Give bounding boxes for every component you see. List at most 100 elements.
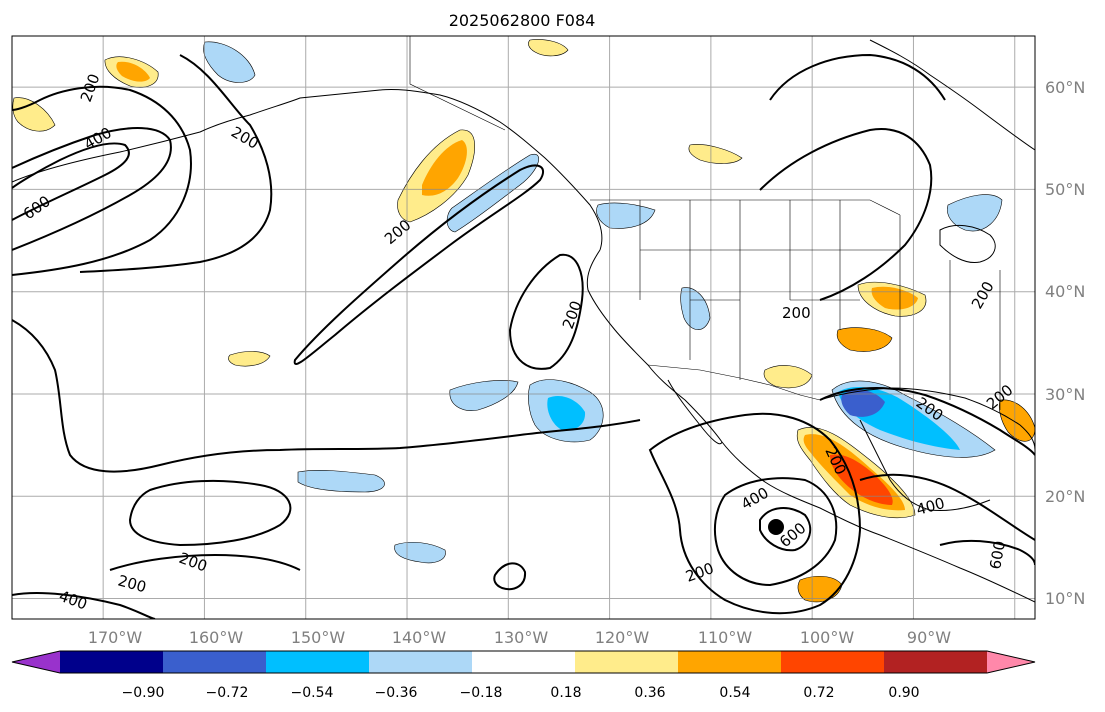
colorbar xyxy=(11,650,1036,674)
us-canada-border xyxy=(590,199,901,216)
lon-label-90w: 90°W xyxy=(907,628,951,647)
lat-lon-gridlines xyxy=(12,36,1035,619)
lat-label-40: 40°N xyxy=(1045,282,1085,301)
map-frame xyxy=(11,35,1036,620)
contour-label-200-l: 200 xyxy=(116,571,148,596)
lon-label-150w: 150°W xyxy=(291,628,346,647)
cb-tick-1: −0.72 xyxy=(206,685,249,701)
contour-label-400-b: 400 xyxy=(738,484,772,514)
contour-200-diagonal xyxy=(293,164,545,365)
cb-tick-0: −0.90 xyxy=(122,685,165,701)
lat-label-30: 30°N xyxy=(1045,385,1085,404)
cb-tick-4: −0.18 xyxy=(460,685,503,701)
positive-anomaly-blob-4 xyxy=(836,327,893,352)
negative-anomaly-blob-9 xyxy=(394,541,446,564)
positive-anomaly-blob-8 xyxy=(228,351,271,367)
colorbar-segment xyxy=(163,651,267,673)
contour-200-south xyxy=(128,479,292,547)
contour-200-central xyxy=(508,253,584,370)
lon-label-160w: 160°W xyxy=(189,628,244,647)
positive-anomaly-blob-1-core xyxy=(116,61,150,82)
map-title: 2025062800 F084 xyxy=(449,11,596,30)
contour-label-400-d: 400 xyxy=(57,587,90,614)
positive-anomaly-blob-6 xyxy=(763,365,813,389)
colorbar-segment xyxy=(266,651,370,673)
contour-400-southwest xyxy=(12,592,156,619)
contour-200-mexico xyxy=(648,412,862,615)
contour-label-200-e: 200 xyxy=(782,304,811,322)
contour-600-mexico xyxy=(759,507,812,552)
negative-anomaly-blob-8 xyxy=(947,194,1003,232)
lon-label-140w: 140°W xyxy=(392,628,447,647)
lon-label-110w: 110°W xyxy=(698,628,753,647)
colorbar-tick-labels: −0.90 −0.72 −0.54 −0.36 −0.18 0.18 0.36 … xyxy=(122,685,920,701)
negative-anomaly-blob-5 xyxy=(596,202,656,229)
colorbar-segment xyxy=(884,651,988,673)
alaska-coast xyxy=(12,89,603,251)
contour-label-600-c: 600 xyxy=(986,539,1009,570)
contour-label-400-c: 400 xyxy=(914,494,946,519)
shaded-fields xyxy=(12,39,1035,603)
contour-600-east xyxy=(939,539,1035,566)
contour-200-nw xyxy=(12,85,192,276)
positive-anomaly-blob-10 xyxy=(688,144,743,164)
positive-anomaly-blob-7 xyxy=(797,576,843,603)
us-mexico-border xyxy=(647,364,821,401)
cb-tick-6: 0.36 xyxy=(634,685,665,701)
lon-label-120w: 120°W xyxy=(595,628,650,647)
tropical-cyclone-marker xyxy=(768,519,784,535)
contour-label-200-a: 200 xyxy=(77,71,104,104)
political-borders xyxy=(409,36,1001,410)
positive-anomaly-blob-3-core xyxy=(871,286,918,310)
longitude-labels: 170°W 160°W 150°W 140°W 130°W 120°W 110°… xyxy=(88,628,951,647)
contour-label-600-a: 600 xyxy=(20,192,54,223)
cb-tick-5: 0.18 xyxy=(550,685,581,701)
colorbar-segment xyxy=(575,651,679,673)
contour-200-small xyxy=(493,562,527,591)
negative-anomaly-blob-7 xyxy=(680,287,711,330)
latitude-labels: 60°N 50°N 40°N 30°N 20°N 10°N xyxy=(1045,78,1085,608)
lon-label-100w: 100°W xyxy=(800,628,855,647)
negative-anomaly-blob-2 xyxy=(449,380,519,411)
map-area: 200 400 600 200 200 200 200 200 200 200 … xyxy=(12,36,1035,619)
colorbar-extend-high xyxy=(987,651,1035,673)
us-west-coast xyxy=(586,249,1035,603)
contour-200-northeast xyxy=(769,53,946,101)
colorbar-segment xyxy=(678,651,782,673)
contour-lines xyxy=(12,53,1035,619)
contour-200-subtropic xyxy=(12,319,641,473)
state-lines xyxy=(639,200,1001,410)
colorbar-extend-low xyxy=(12,651,60,673)
lat-label-10: 10°N xyxy=(1045,589,1085,608)
contour-200-gulf xyxy=(819,387,1035,456)
contour-200-north xyxy=(79,54,273,273)
lat-label-50: 50°N xyxy=(1045,180,1085,199)
colorbar-segment xyxy=(369,651,473,673)
colorbar-outline xyxy=(11,650,1036,674)
contour-200-southwest xyxy=(109,553,301,571)
positive-anomaly-ne-pacific-core xyxy=(422,140,467,196)
cb-tick-8: 0.72 xyxy=(803,685,834,701)
cb-tick-7: 0.54 xyxy=(719,685,750,701)
contour-600-nw xyxy=(12,142,130,221)
contour-label-200-b: 200 xyxy=(228,123,262,153)
negative-anomaly-blob-1-core xyxy=(547,395,586,431)
colorbar-segment xyxy=(781,651,885,673)
contour-400-nw xyxy=(12,127,172,251)
lat-label-60: 60°N xyxy=(1045,78,1085,97)
contour-400-east xyxy=(859,473,1035,541)
lon-label-170w: 170°W xyxy=(88,628,143,647)
contour-200-east xyxy=(759,128,933,301)
gulf-coast xyxy=(819,387,1035,451)
colorbar-segment xyxy=(472,651,576,673)
cb-tick-9: 0.90 xyxy=(888,685,919,701)
hudson-bay-coast xyxy=(869,39,1035,151)
contour-label-200-h: 200 xyxy=(968,278,998,312)
lon-label-130w: 130°W xyxy=(494,628,549,647)
great-lakes xyxy=(939,224,996,264)
colorbar-segment xyxy=(60,651,164,673)
negative-anomaly-blob-3 xyxy=(297,470,385,493)
contour-400-mexico xyxy=(713,477,838,587)
cb-tick-3: −0.36 xyxy=(375,685,418,701)
